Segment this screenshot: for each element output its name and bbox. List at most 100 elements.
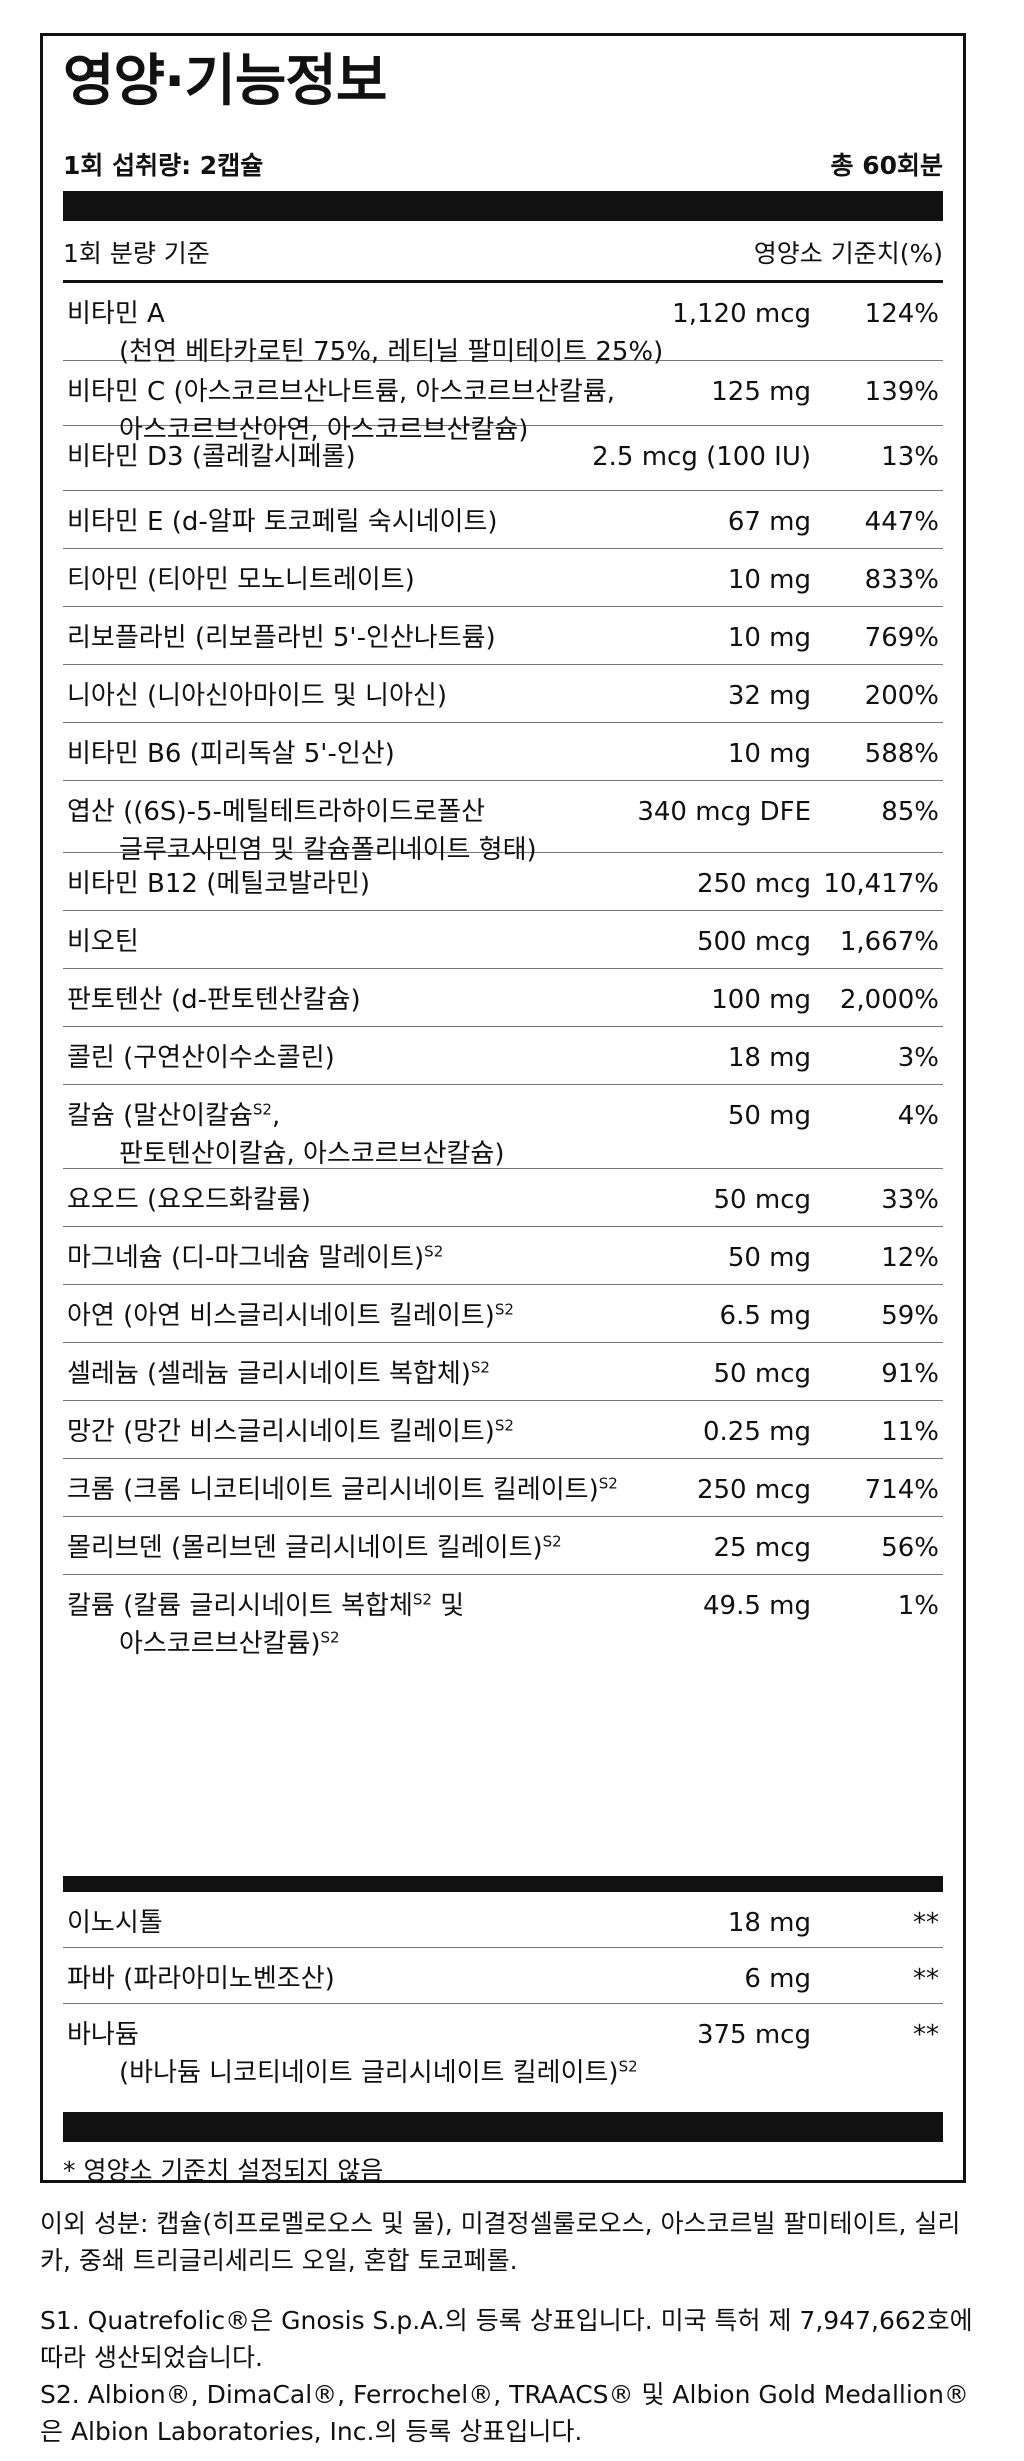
serving-size: 1회 섭취량: 2캡슐 — [63, 151, 264, 180]
nutrient-row: 아연 (아연 비스글리시네이트 킬레이트)S2 6.5 mg 59% — [63, 1285, 943, 1343]
servings-per-container: 총 60회분 — [830, 151, 944, 180]
trademark-note-s1: S1. Quatrefolic®은 Gnosis S.p.A.의 등록 상표입니… — [40, 2306, 973, 2372]
other-ingredient-list: 이노시톨 18 mg ** 파바 (파라아미노벤조산) 6 mg ** 바나듐 (바나듐 니코… — [63, 1892, 943, 2112]
nutrient-name-line1: 비타민 A — [67, 299, 165, 329]
nutrient-name-line1: 아연 (아연 비스글리시네이트 킬레이트) — [67, 1301, 495, 1331]
trademark-note-s2: S2. Albion®, DimaCal®, Ferrochel®, TRAAC… — [40, 2380, 969, 2446]
nutrient-daily-value: 59% — [881, 1301, 939, 1331]
divider-under-header — [63, 280, 943, 283]
nutrient-name-line1: 콜린 (구연산이수소콜린) — [67, 1043, 335, 1073]
nutrient-daily-value: 833% — [864, 565, 939, 595]
nutrient-row: 망간 (망간 비스글리시네이트 킬레이트)S2 0.25 mg 11% — [63, 1401, 943, 1459]
nutrient-name: 비타민 E (d-알파 토코페릴 숙시네이트) — [67, 503, 498, 541]
nutrient-row: 비타민 E (d-알파 토코페릴 숙시네이트) 67 mg 447% — [63, 491, 943, 549]
nutrient-name-line1: 리보플라빈 (리보플라빈 5'-인산나트륨) — [67, 623, 496, 653]
nutrient-row: 비타민 C (아스코르브산나트륨, 아스코르브산칼륨, 아스코르브산아연, 아스코… — [63, 361, 943, 445]
col-daily-value: 영양소 기준치(%) — [753, 239, 943, 268]
other-ingredient-row: 바나듐 (바나듐 니코티네이트 글리시네이트 킬레이트)S2 375 mcg ** — [63, 2004, 943, 2112]
nutrient-amount: 18 mg — [727, 1043, 811, 1073]
nutrient-daily-value: 12% — [881, 1243, 939, 1273]
nutrient-amount: 67 mg — [727, 507, 811, 537]
nutrient-name-line1-tail: , — [271, 1101, 281, 1131]
nutrient-name-line2-text: 아스코르브산아연, 아스코르브산칼슘) — [119, 415, 529, 445]
nutrient-name-line2-text: 글루코사민염 및 칼슘폴리네이트 형태) — [119, 835, 537, 865]
other-ingredient-name: 바나듐 (바나듐 니코티네이트 글리시네이트 킬레이트)S2 — [67, 2016, 638, 2092]
nutrient-name-line1: 몰리브덴 (몰리브덴 글리시네이트 킬레이트) — [67, 1533, 543, 1563]
other-ingredient-name: 이노시톨 — [67, 1904, 163, 1942]
nutrient-name-line1: 비타민 C (아스코르브산나트륨, 아스코르브산칼륨, — [67, 377, 616, 407]
thick-divider-mid — [63, 1876, 943, 1892]
nutrient-name-line1: 크롬 (크롬 니코티네이트 글리시네이트 킬레이트) — [67, 1475, 599, 1505]
nutrient-daily-value: 10,417% — [823, 869, 939, 899]
nutrient-name-line2: 판토텐산이칼슘, 아스코르브산칼슘) — [67, 1135, 504, 1173]
thick-divider-top — [63, 191, 943, 221]
nutrient-name: 비타민 B6 (피리독살 5'-인산) — [67, 735, 395, 773]
nutrient-name-line1: 마그네슘 (디-마그네슘 말레이트) — [67, 1243, 425, 1273]
col-per-serving: 1회 분량 기준 — [63, 239, 210, 268]
supplement-facts-panel: 영양·기능정보 1회 섭취량: 2캡슐 총 60회분 1회 분량 기준 영양소 … — [40, 33, 966, 2185]
dv-footnote: * 영양소 기준치 설정되지 않음 — [63, 2156, 384, 2185]
nutrient-amount: 100 mg — [711, 985, 811, 1015]
nutrient-name-line2-text: (천연 베타카로틴 75%, 레티닐 팔미테이트 25%) — [119, 337, 664, 367]
nutrient-name-line1: 비타민 D3 (콜레칼시페롤) — [67, 442, 356, 472]
other-ingredient-daily-value: ** — [913, 1964, 939, 1994]
nutrient-daily-value: 1,667% — [839, 927, 939, 957]
nutrient-name-line2: (천연 베타카로틴 75%, 레티닐 팔미테이트 25%) — [67, 333, 663, 371]
nutrient-name: 티아민 (티아민 모노니트레이트) — [67, 561, 415, 599]
nutrient-name-line1: 요오드 (요오드화칼륨) — [67, 1185, 311, 1215]
superscript-ref: S2 — [494, 1416, 514, 1435]
nutrient-name: 칼슘 (말산이칼슘S2, 판토텐산이칼슘, 아스코르브산칼슘) — [67, 1097, 504, 1173]
other-ingredient-row: 파바 (파라아미노벤조산) 6 mg ** — [63, 1948, 943, 2004]
other-ingredient-amount: 6 mg — [744, 1964, 811, 1994]
nutrient-name: 크롬 (크롬 니코티네이트 글리시네이트 킬레이트)S2 — [67, 1471, 618, 1509]
nutrient-amount: 340 mcg DFE — [637, 797, 811, 827]
other-ingredient-name-line2: (바나듐 니코티네이트 글리시네이트 킬레이트)S2 — [67, 2054, 638, 2092]
nutrient-name: 요오드 (요오드화칼륨) — [67, 1181, 311, 1219]
other-ingredient-amount: 18 mg — [727, 1908, 811, 1938]
nutrient-name-line1-tail: 및 — [431, 1591, 465, 1621]
other-ingredient-name-line1: 파바 (파라아미노벤조산) — [67, 1964, 335, 1994]
other-ingredient-name-line1: 이노시톨 — [67, 1908, 163, 1938]
nutrient-row: 비타민 B6 (피리독살 5'-인산) 10 mg 588% — [63, 723, 943, 781]
nutrient-name-line1: 비오틴 — [67, 927, 139, 957]
nutrient-name-line1: 비타민 B12 (메틸코발라민) — [67, 869, 371, 899]
nutrient-row: 티아민 (티아민 모노니트레이트) 10 mg 833% — [63, 549, 943, 607]
nutrient-name-line1: 니아신 (니아신아마이드 및 니아신) — [67, 681, 447, 711]
superscript-ref: S2 — [494, 1300, 514, 1319]
nutrient-row: 셀레늄 (셀레늄 글리시네이트 복합체)S2 50 mcg 91% — [63, 1343, 943, 1401]
other-ingredients: 이외 성분: 캡슐(히프로멜로오스 및 물), 미결정셀룰로오스, 아스코르빌 … — [40, 2209, 961, 2275]
nutrient-amount: 500 mcg — [696, 927, 811, 957]
other-ingredient-row: 이노시톨 18 mg ** — [63, 1892, 943, 1948]
nutrient-amount: 1,120 mcg — [672, 299, 811, 329]
nutrient-daily-value: 11% — [881, 1417, 939, 1447]
nutrient-daily-value: 200% — [864, 681, 939, 711]
nutrient-amount: 50 mg — [727, 1101, 811, 1131]
superscript-ref: S2 — [412, 1590, 432, 1609]
nutrient-daily-value: 3% — [897, 1043, 939, 1073]
nutrient-name-line1: 판토텐산 (d-판토텐산칼슘) — [67, 985, 361, 1015]
nutrient-daily-value: 56% — [881, 1533, 939, 1563]
superscript-ref: S2 — [542, 1532, 562, 1551]
other-ingredient-name: 파바 (파라아미노벤조산) — [67, 1960, 335, 1998]
serving-info: 1회 섭취량: 2캡슐 총 60회분 — [63, 146, 943, 182]
nutrient-name: 몰리브덴 (몰리브덴 글리시네이트 킬레이트)S2 — [67, 1529, 562, 1567]
nutrient-name-line1: 엽산 ((6S)-5-메틸테트라하이드로폴산 — [67, 797, 486, 827]
nutrient-amount: 2.5 mcg (100 IU) — [592, 442, 811, 472]
nutrient-row: 판토텐산 (d-판토텐산칼슘) 100 mg 2,000% — [63, 969, 943, 1027]
nutrient-daily-value: 4% — [897, 1101, 939, 1131]
nutrient-name: 니아신 (니아신아마이드 및 니아신) — [67, 677, 447, 715]
nutrient-row: 리보플라빈 (리보플라빈 5'-인산나트륨) 10 mg 769% — [63, 607, 943, 665]
nutrient-name-line1: 비타민 B6 (피리독살 5'-인산) — [67, 739, 395, 769]
nutrient-row: 콜린 (구연산이수소콜린) 18 mg 3% — [63, 1027, 943, 1085]
nutrient-row: 마그네슘 (디-마그네슘 말레이트)S2 50 mg 12% — [63, 1227, 943, 1285]
nutrient-name-line1: 비타민 E (d-알파 토코페릴 숙시네이트) — [67, 507, 498, 537]
nutrient-name-line1: 티아민 (티아민 모노니트레이트) — [67, 565, 415, 595]
nutrient-name: 마그네슘 (디-마그네슘 말레이트)S2 — [67, 1239, 443, 1277]
nutrient-name: 비타민 C (아스코르브산나트륨, 아스코르브산칼륨, 아스코르브산아연, 아스코… — [67, 373, 615, 449]
nutrient-amount: 49.5 mg — [703, 1591, 811, 1621]
superscript-ref: S2 — [252, 1100, 272, 1119]
nutrient-daily-value: 91% — [881, 1359, 939, 1389]
nutrient-name-line1: 칼슘 (말산이칼슘 — [67, 1101, 253, 1131]
